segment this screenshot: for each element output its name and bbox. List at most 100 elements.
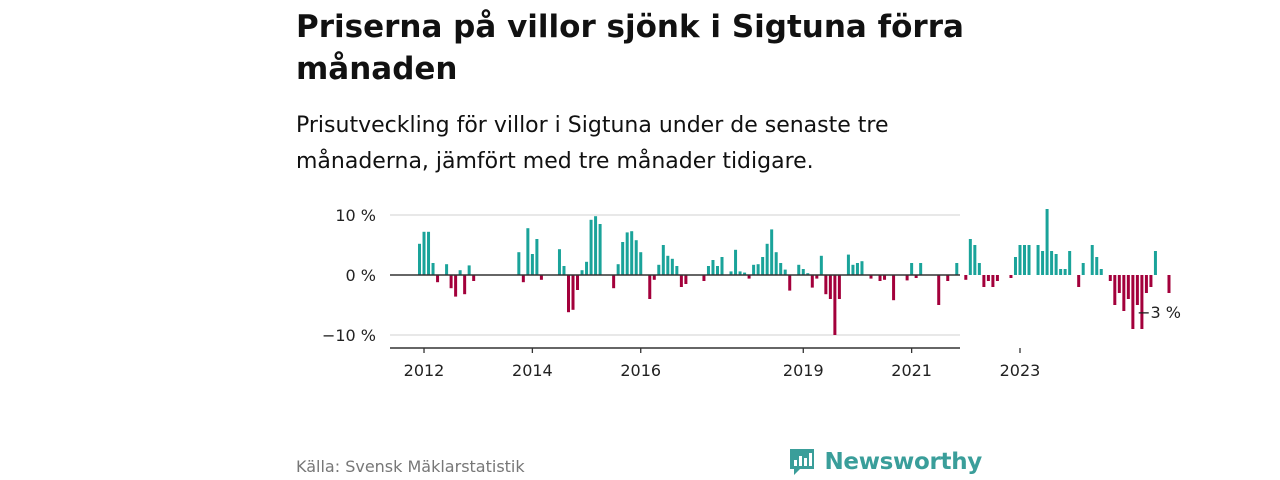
positive-bar xyxy=(1054,254,1058,275)
positive-bar xyxy=(801,269,805,275)
positive-bar xyxy=(458,270,462,275)
negative-bar xyxy=(463,275,467,295)
chart-subtitle: Prisutveckling för villor i Sigtuna unde… xyxy=(296,113,889,174)
positive-bar xyxy=(1095,257,1099,275)
negative-bar xyxy=(1140,275,1144,329)
positive-bar xyxy=(1081,263,1085,275)
y-tick-label: 0 % xyxy=(346,266,376,285)
positive-bar xyxy=(1068,251,1072,275)
positive-bar xyxy=(625,232,629,275)
positive-bar xyxy=(1090,245,1094,275)
negative-bar xyxy=(810,275,814,288)
negative-bar xyxy=(869,275,873,279)
positive-bar xyxy=(1018,245,1022,275)
negative-bar xyxy=(883,275,887,280)
bar-chart-speech-bubble-icon xyxy=(790,449,815,475)
positive-bar xyxy=(706,266,710,275)
positive-bar xyxy=(670,258,674,275)
positive-bar xyxy=(634,240,638,275)
negative-bar xyxy=(1144,275,1148,293)
negative-bar xyxy=(1126,275,1130,299)
chart-card: Priserna på villor sjönk i Sigtuna förra… xyxy=(296,0,1181,480)
positive-bar xyxy=(467,265,471,275)
positive-bar xyxy=(770,229,774,275)
source-note: Källa: Svensk Mäklarstatistik xyxy=(296,457,525,476)
positive-bar xyxy=(855,263,859,275)
positive-bar xyxy=(616,264,620,275)
negative-bar xyxy=(648,275,652,299)
positive-bar xyxy=(580,270,584,275)
negative-bar xyxy=(1113,275,1117,305)
negative-bar xyxy=(892,275,896,301)
negative-bar xyxy=(837,275,841,299)
positive-bar xyxy=(1063,269,1067,275)
positive-bar xyxy=(919,263,923,275)
positive-bar xyxy=(720,257,724,275)
negative-bar xyxy=(454,275,458,297)
positive-bar xyxy=(761,257,765,275)
y-tick-label: 10 % xyxy=(335,206,376,225)
positive-bar xyxy=(806,273,810,275)
positive-bar xyxy=(729,271,733,275)
x-tick-label: 2019 xyxy=(783,361,824,380)
negative-bar xyxy=(436,275,440,283)
x-tick-label: 2016 xyxy=(620,361,661,380)
negative-bar xyxy=(521,275,525,283)
positive-bar xyxy=(585,261,589,275)
negative-bar xyxy=(964,275,968,280)
positive-bar xyxy=(557,249,561,275)
x-tick-label: 2012 xyxy=(404,361,445,380)
negative-bar xyxy=(833,275,837,335)
positive-bar xyxy=(530,254,534,275)
negative-bar xyxy=(986,275,990,281)
negative-bar xyxy=(946,275,950,281)
positive-bar xyxy=(779,263,783,275)
positive-bar xyxy=(598,224,602,275)
negative-bar xyxy=(824,275,828,295)
positive-bar xyxy=(1099,269,1103,275)
axes xyxy=(390,274,1021,353)
negative-bar xyxy=(788,275,792,291)
positive-bar xyxy=(973,245,977,275)
positive-bar xyxy=(1027,245,1031,275)
negative-bar xyxy=(815,275,819,279)
negative-bar xyxy=(1135,275,1139,305)
positive-bar xyxy=(955,263,959,275)
newsworthy-logo[interactable]: Newsworthy xyxy=(788,447,982,477)
positive-bar xyxy=(715,266,719,275)
negative-bar xyxy=(1167,275,1171,293)
negative-bar xyxy=(571,275,575,310)
negative-bar xyxy=(914,275,918,278)
negative-bar xyxy=(828,275,832,299)
positive-bar xyxy=(657,264,661,275)
positive-bar xyxy=(1153,251,1157,275)
negative-bar xyxy=(995,275,999,281)
negative-bar xyxy=(539,275,543,280)
negative-bar xyxy=(1108,275,1112,281)
negative-bar xyxy=(702,275,706,281)
positive-bar xyxy=(675,266,679,275)
negative-bar xyxy=(684,275,688,284)
positive-bar xyxy=(752,264,756,275)
positive-bar xyxy=(589,219,593,275)
positive-bar xyxy=(427,231,431,275)
x-tick-label: 2021 xyxy=(891,361,932,380)
positive-bar xyxy=(1059,269,1063,275)
positive-bar xyxy=(819,255,823,275)
positive-bar xyxy=(526,228,530,275)
negative-bar xyxy=(747,275,751,279)
negative-bar xyxy=(652,275,656,280)
negative-bar xyxy=(567,275,570,313)
positive-bar xyxy=(594,216,598,275)
positive-bar xyxy=(851,264,855,275)
negative-bar xyxy=(982,275,986,287)
brand-name: Newsworthy xyxy=(824,449,982,475)
negative-bar xyxy=(1077,275,1081,287)
positive-bar xyxy=(445,264,449,275)
positive-bar xyxy=(968,239,972,275)
x-tick-label: 2023 xyxy=(1000,361,1041,380)
negative-bar xyxy=(991,275,995,287)
positive-bar xyxy=(1041,251,1045,275)
negative-bar xyxy=(576,275,580,290)
positive-bar xyxy=(1023,245,1027,275)
